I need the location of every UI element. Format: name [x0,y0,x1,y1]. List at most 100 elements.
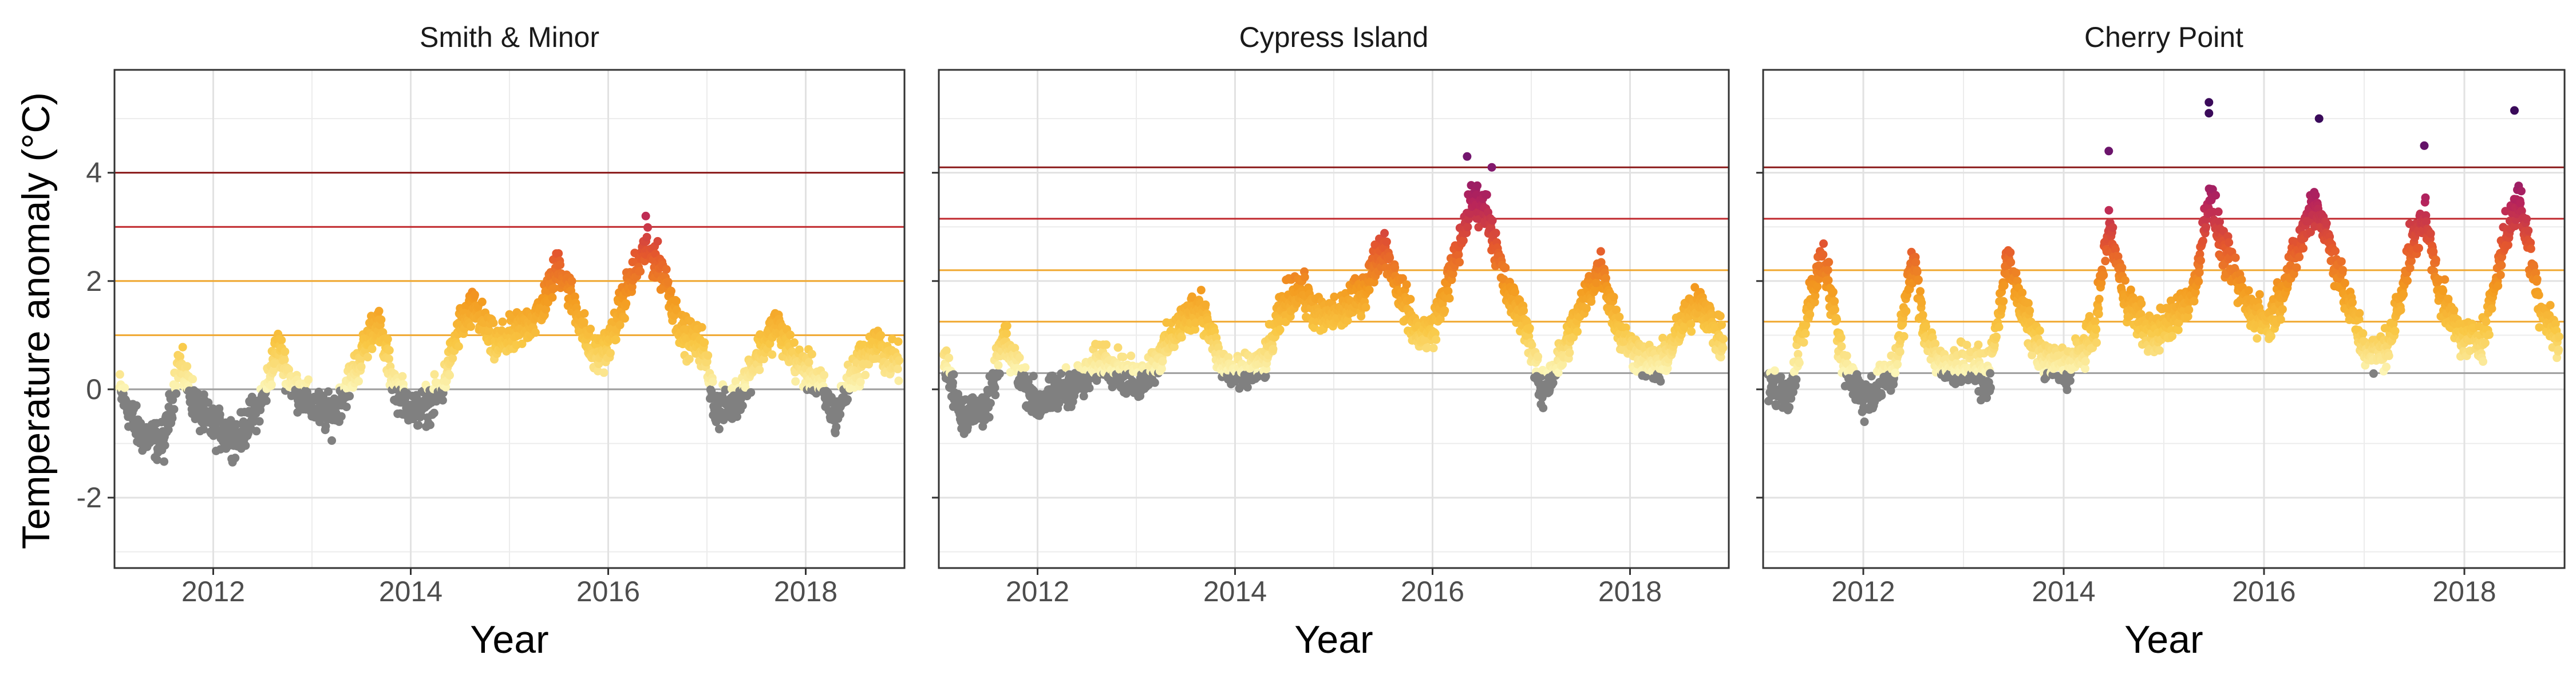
data-point [1916,287,1925,295]
data-point [2237,275,2246,284]
data-point [1488,163,1496,172]
data-point [1843,352,1851,360]
data-point [554,249,563,258]
data-point [216,411,224,419]
data-point [643,233,651,242]
data-point [1777,373,1785,381]
data-point [1526,324,1534,333]
data-point [1432,336,1440,344]
data-point [1911,258,1920,267]
data-point [1877,391,1886,400]
data-point [2194,277,2203,286]
data-point [1837,333,1846,342]
data-point [2006,258,2015,267]
data-point [1029,372,1038,380]
data-point [2196,257,2205,265]
data-point [2063,385,2072,394]
data-point [1565,348,1574,357]
data-point [709,377,717,386]
data-point [1127,352,1135,360]
data-point [1459,236,1468,245]
data-point [1085,384,1094,392]
data-point [172,381,180,390]
data-point [1243,383,1252,392]
data-point [2024,299,2033,307]
data-point [791,377,800,386]
data-point [2267,332,2275,341]
data-point [489,319,498,328]
data-point [2137,299,2146,308]
data-point [231,454,239,462]
data-point [2092,325,2100,334]
data-point [498,318,507,326]
data-point [1785,403,1793,412]
data-point [1771,366,1779,375]
data-point [1974,341,1982,349]
data-point [170,405,179,413]
data-point [1016,353,1024,362]
data-point [768,350,776,359]
data-point [1992,333,2001,341]
data-point [183,362,191,370]
data-point [1602,274,1610,282]
data-point [894,337,903,346]
data-point [2278,305,2287,314]
data-point [698,323,706,332]
data-point [430,409,438,417]
data-point [1501,263,1510,272]
data-point [445,371,454,380]
data-point [1021,363,1030,372]
data-point [1365,286,1374,294]
data-point [991,391,999,399]
data-point [2101,257,2109,265]
data-point [2118,263,2127,272]
data-point [2155,346,2164,354]
data-point [1380,229,1389,238]
data-point [986,399,995,408]
x-axis-label: Year [1294,618,1373,661]
data-point [1178,333,1186,342]
data-point [580,309,589,318]
data-point [876,331,885,340]
data-point [2199,236,2207,245]
data-point [1301,273,1309,281]
data-point [2127,286,2135,294]
data-point [1805,310,1814,319]
data-point [1615,313,1623,321]
data-point [385,354,393,363]
data-point [556,261,564,269]
data-point [116,370,124,378]
y-tick-label: -2 [77,482,102,514]
data-point [448,354,457,362]
data-point [642,212,650,220]
data-point [357,362,366,371]
data-point [1463,223,1472,231]
data-point [2299,244,2308,253]
data-point [786,330,795,339]
data-point [426,421,434,429]
data-point [1597,247,1605,256]
data-point [384,335,392,344]
data-point [252,427,260,435]
data-point [324,387,333,396]
data-point [1382,238,1391,246]
data-point [2295,253,2304,261]
data-point [2006,248,2014,257]
data-point [1795,358,1804,367]
data-point [1002,329,1011,338]
data-point [2245,286,2253,295]
data-point [1402,281,1411,289]
data-point [643,223,652,232]
data-point [1483,191,1491,199]
data-point [1719,335,1728,344]
data-point [2225,238,2233,247]
data-point [1455,250,1463,259]
data-point [354,377,363,385]
data-point [1838,342,1846,350]
data-point [1406,295,1415,303]
data-point [612,336,621,344]
data-point [1900,332,1909,341]
data-point [1913,267,1922,276]
